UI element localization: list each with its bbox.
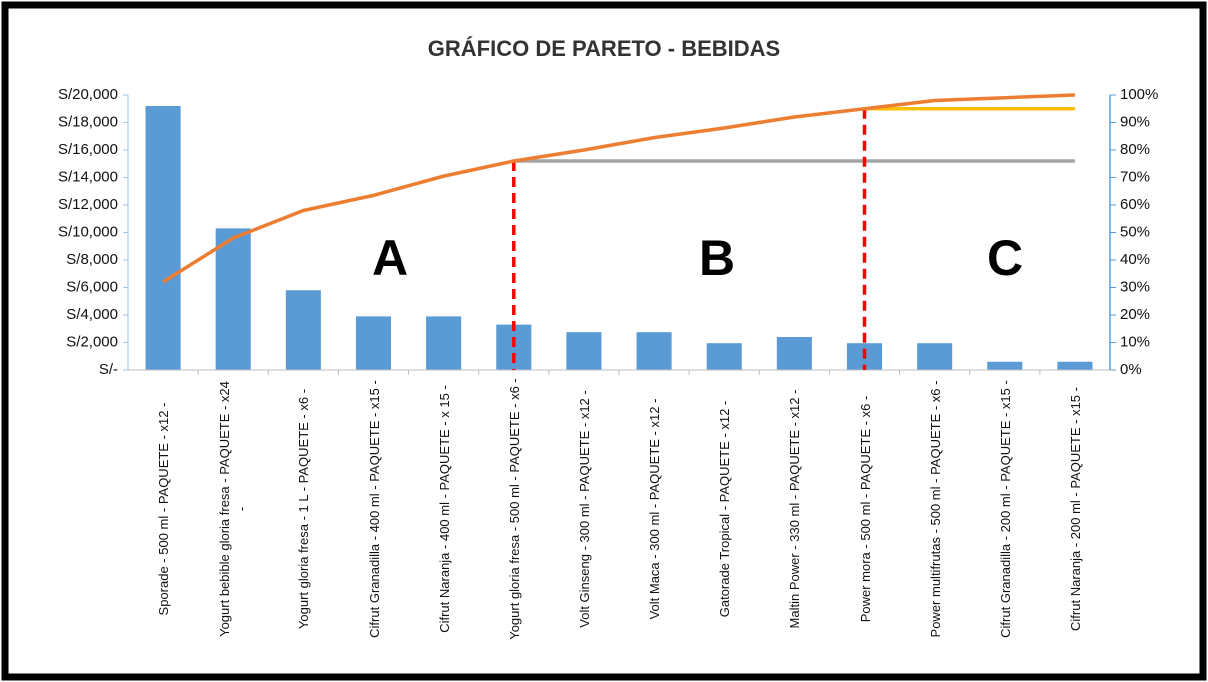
y2-tick-label: 70% xyxy=(1120,168,1150,185)
x-tick-label: Cifrut Granadilla - 200 ml - PAQUETE - x… xyxy=(997,380,1013,638)
y-tick-label: S/- xyxy=(99,361,118,378)
x-tick-label: Maltin Power - 330 ml - PAQUETE - x12 - xyxy=(786,389,802,629)
bar xyxy=(426,316,462,370)
y-tick-label: S/4,000 xyxy=(66,306,118,323)
x-tick-label: Gatorade Tropical - PAQUETE - x12 - xyxy=(716,400,732,618)
y2-tick-label: 100% xyxy=(1120,86,1158,103)
bar xyxy=(706,343,742,370)
bar xyxy=(355,316,392,370)
zone-label: A xyxy=(372,230,408,286)
y-tick-label: S/6,000 xyxy=(66,278,118,295)
bar xyxy=(566,332,602,370)
x-tick-label: Power mora - 500 ml - PAQUETE - x6 - xyxy=(857,395,872,623)
bar xyxy=(636,332,672,370)
y2-tick-label: 90% xyxy=(1120,113,1150,130)
bar xyxy=(917,343,953,370)
x-tick-label: Volt Ginseng - 300 ml - PAQUETE - x12 - xyxy=(576,390,592,628)
bar xyxy=(145,106,181,370)
bar xyxy=(987,361,1023,370)
bar xyxy=(776,337,812,370)
zone-label: C xyxy=(987,230,1023,286)
y2-tick-label: 20% xyxy=(1120,306,1150,323)
y2-tick-label: 80% xyxy=(1120,141,1150,158)
bar xyxy=(215,228,251,370)
y-tick-label: S/8,000 xyxy=(66,251,118,268)
y2-tick-label: 60% xyxy=(1120,196,1150,213)
y2-tick-label: 0% xyxy=(1120,361,1142,378)
x-tick-label: Yogurt gloria fresa - 500 ml - PAQUETE -… xyxy=(506,378,522,640)
chart-title: GRÁFICO DE PARETO - BEBIDAS xyxy=(428,36,780,61)
y2-tick-label: 30% xyxy=(1120,278,1150,295)
bar xyxy=(496,324,532,370)
bar xyxy=(1057,361,1093,370)
y-tick-label: S/12,000 xyxy=(58,196,118,213)
x-tick-label: Cifrut Granadilla - 400 ml - PAQUETE - x… xyxy=(366,380,381,638)
x-tick-label: Yogurt gloria fresa - 1 L - PAQUETE - x6… xyxy=(295,388,311,630)
y-tick-label: S/16,000 xyxy=(58,141,118,158)
y-tick-label: S/14,000 xyxy=(58,168,118,185)
y2-tick-label: 10% xyxy=(1120,333,1150,350)
x-tick-label: Sporade - 500 ml - PAQUETE - x12 - xyxy=(155,402,171,616)
zone-label: B xyxy=(699,230,735,286)
y2-tick-label: 50% xyxy=(1120,223,1150,240)
x-tick-label: Cifrut Naranja - 200 ml - PAQUETE - x15 … xyxy=(1067,387,1083,631)
y-tick-label: S/10,000 xyxy=(58,223,118,240)
y-tick-label: S/20,000 xyxy=(58,86,118,103)
bar xyxy=(285,290,321,370)
y-tick-label: S/18,000 xyxy=(58,113,118,130)
x-tick-label: Yogurt bebible gloria fresa - PAQUETE - … xyxy=(217,381,250,637)
x-tick-label: Power multifrutas - 500 ml - PAQUETE - x… xyxy=(927,380,943,638)
y-tick-label: S/2,000 xyxy=(66,333,118,350)
y2-tick-label: 40% xyxy=(1120,251,1150,268)
x-tick-label: Cifrut Naranja - 400 ml - PAQUETE - x 15… xyxy=(436,385,452,633)
x-tick-label: Volt Maca - 300 ml - PAQUETE - x12 - xyxy=(646,398,662,620)
cumulative-line xyxy=(162,93,1075,284)
